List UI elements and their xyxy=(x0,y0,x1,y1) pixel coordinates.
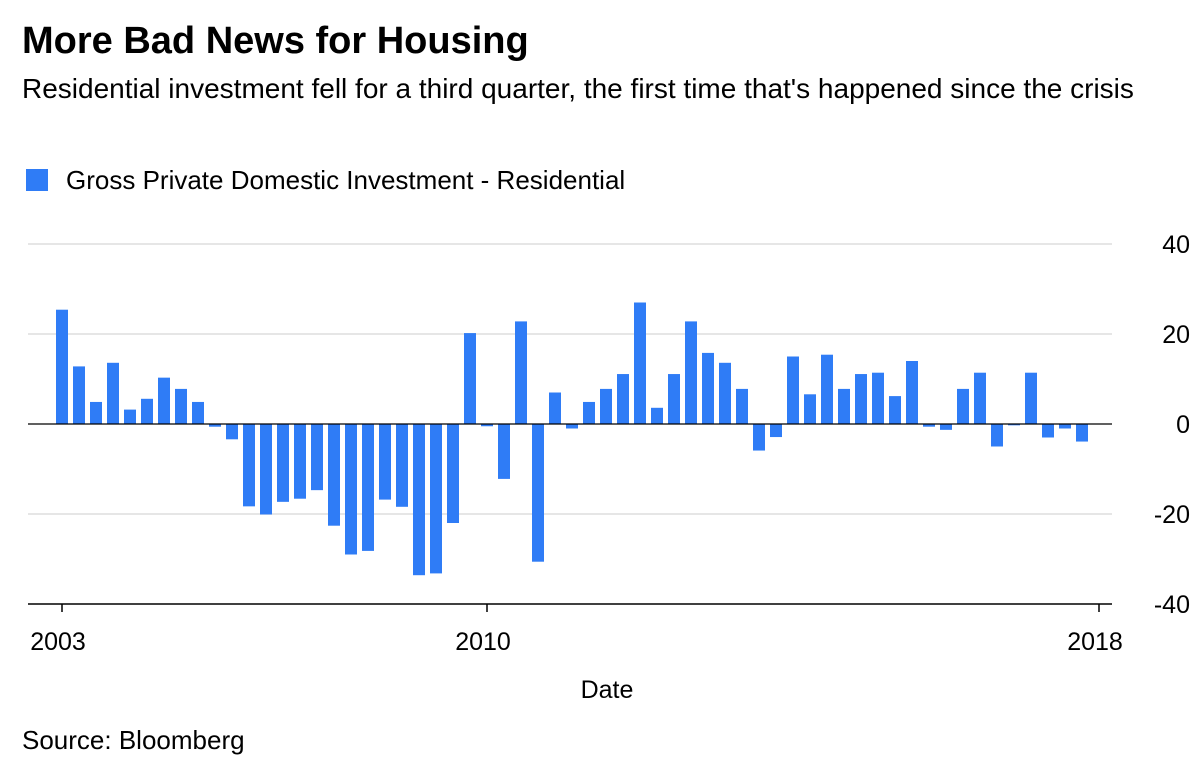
bar xyxy=(226,424,238,440)
y-tick-label: 0 xyxy=(1176,411,1190,439)
bar xyxy=(872,372,884,424)
bar xyxy=(311,424,323,491)
bar xyxy=(481,424,493,427)
gridlines xyxy=(28,243,1112,515)
bar xyxy=(957,388,969,424)
bar xyxy=(787,356,799,424)
bar xyxy=(498,424,510,479)
bar xyxy=(668,374,680,424)
bar xyxy=(362,424,374,551)
bar xyxy=(532,424,544,562)
y-tick-label: -20 xyxy=(1154,501,1190,529)
bar xyxy=(974,372,986,424)
bar xyxy=(736,388,748,424)
bar xyxy=(90,401,102,424)
bar xyxy=(991,424,1003,447)
x-axis-title: Date xyxy=(581,676,634,704)
bar xyxy=(804,394,816,424)
bar xyxy=(583,401,595,424)
bar xyxy=(838,388,850,424)
bar xyxy=(923,424,935,427)
bar xyxy=(107,362,119,424)
bar xyxy=(260,424,272,515)
bar xyxy=(702,352,714,424)
y-tick-label: 40 xyxy=(1162,231,1190,259)
y-tick-label: -40 xyxy=(1154,591,1190,619)
bar xyxy=(294,424,306,499)
x-tick-label: 2010 xyxy=(455,628,511,656)
bar xyxy=(1042,424,1054,438)
bar xyxy=(396,424,408,507)
legend-label: Gross Private Domestic Investment - Resi… xyxy=(66,164,626,195)
bar xyxy=(73,366,85,424)
x-tick-label: 2018 xyxy=(1067,628,1123,656)
legend-swatch xyxy=(26,169,48,191)
bar xyxy=(515,321,527,424)
bar xyxy=(634,302,646,424)
bar xyxy=(821,354,833,424)
bar xyxy=(158,377,170,424)
bar xyxy=(345,424,357,555)
bar xyxy=(243,424,255,507)
bar xyxy=(719,362,731,424)
bar xyxy=(141,398,153,424)
bar xyxy=(1076,424,1088,442)
bar xyxy=(430,424,442,574)
bar xyxy=(1025,372,1037,424)
axes: 40 20 0 -20 -40 2003 2010 2018 xyxy=(28,231,1190,656)
bar xyxy=(906,361,918,424)
bar xyxy=(413,424,425,576)
bar xyxy=(753,424,765,451)
bar xyxy=(175,388,187,424)
bar xyxy=(56,309,68,424)
bar xyxy=(600,388,612,424)
bar xyxy=(566,424,578,429)
bar-chart: 40 20 0 -20 -40 2003 2010 2018 Date xyxy=(28,231,1190,704)
bar xyxy=(617,374,629,424)
source-note: Source: Bloomberg xyxy=(22,725,245,755)
bar xyxy=(685,321,697,424)
bar xyxy=(1008,424,1020,426)
bars xyxy=(56,302,1088,576)
bar xyxy=(464,333,476,424)
bar xyxy=(651,407,663,424)
chart-subtitle: Residential investment fell for a third … xyxy=(22,73,1134,104)
bar xyxy=(1059,424,1071,429)
bar xyxy=(549,392,561,424)
legend: Gross Private Domestic Investment - Resi… xyxy=(26,164,625,196)
bar xyxy=(277,424,289,502)
bar xyxy=(192,401,204,424)
bar xyxy=(124,409,136,424)
bar xyxy=(889,396,901,424)
bar xyxy=(328,424,340,526)
bar xyxy=(770,424,782,438)
bar xyxy=(940,424,952,430)
y-tick-label: 20 xyxy=(1162,321,1190,349)
bar xyxy=(447,424,459,523)
bar xyxy=(379,424,391,500)
bar xyxy=(855,374,867,424)
chart-title: More Bad News for Housing xyxy=(22,20,529,62)
bar xyxy=(209,424,221,427)
x-tick-label: 2003 xyxy=(30,628,86,656)
